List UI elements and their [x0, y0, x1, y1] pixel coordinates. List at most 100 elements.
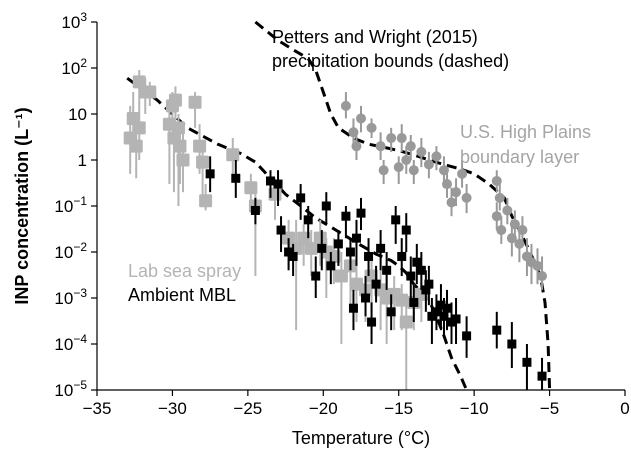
- plains-point: [393, 162, 404, 173]
- x-ticks: −35 −30 −25 −20 −15 −10 −5 0: [83, 390, 630, 418]
- ambient-point: [409, 297, 419, 307]
- plains-point: [517, 225, 528, 236]
- ambient-point: [376, 243, 386, 253]
- plains-point: [423, 159, 434, 170]
- x-tick-label: −20: [309, 399, 338, 418]
- y-tick-label: 102: [61, 56, 87, 78]
- ambient-point: [421, 285, 431, 295]
- ambient-point: [367, 317, 377, 327]
- plains-point: [506, 233, 517, 244]
- ambient-point: [265, 176, 275, 186]
- ambient-point: [412, 257, 422, 267]
- plains-point: [496, 225, 507, 236]
- plains-point: [351, 141, 362, 152]
- lab-point: [395, 293, 409, 307]
- plains-point: [514, 238, 525, 249]
- plains-point: [491, 175, 502, 186]
- ambient-point: [451, 314, 461, 324]
- plains-point: [386, 133, 397, 144]
- lab-point: [226, 148, 240, 162]
- lab-point: [297, 231, 311, 245]
- lab-point: [168, 93, 182, 107]
- ambient-point: [462, 331, 472, 341]
- ambient-point: [427, 311, 437, 321]
- plains-point: [366, 122, 377, 133]
- x-tick-label: −15: [384, 399, 413, 418]
- ambient-point: [341, 211, 351, 221]
- plains-point: [446, 197, 457, 208]
- ambient-point: [397, 251, 407, 261]
- ambient-point: [284, 247, 294, 257]
- ambient-point: [442, 303, 452, 313]
- lab-point: [304, 241, 318, 255]
- ambient-point: [317, 243, 327, 253]
- ambient-point: [333, 239, 343, 249]
- lab-point: [193, 139, 207, 153]
- plains-point: [378, 165, 389, 176]
- y-tick-label: 10−4: [54, 332, 87, 354]
- ambient-point: [386, 307, 396, 317]
- y-tick-label: 10−5: [54, 378, 87, 400]
- ambient-point: [326, 261, 336, 271]
- ambient-point: [522, 357, 532, 367]
- lab-point: [129, 139, 143, 153]
- plains-point: [509, 219, 520, 230]
- x-axis-title: Temperature (°C): [292, 428, 430, 448]
- ambient-mbl-label: Ambient MBL: [128, 285, 236, 305]
- ambient-point: [351, 233, 361, 243]
- lab-point: [199, 194, 213, 208]
- ambient-point: [296, 193, 306, 203]
- plains-point: [461, 192, 472, 203]
- plains-point: [438, 165, 449, 176]
- ambient-point: [364, 251, 374, 261]
- ambient-point: [447, 317, 457, 327]
- ambient-point: [345, 247, 355, 257]
- ambient-point: [288, 251, 298, 261]
- plains-point: [401, 155, 412, 165]
- y-tick-label: 10: [68, 105, 87, 124]
- plains-point: [431, 151, 442, 162]
- bounds-label-line1: Petters and Wright (2015): [272, 27, 478, 47]
- lab-point: [132, 121, 146, 135]
- ambient-point: [537, 371, 547, 381]
- plains-label-line2: boundary layer: [460, 147, 579, 167]
- ambient-point: [431, 307, 441, 317]
- plains-point: [457, 168, 468, 179]
- plains-point: [340, 100, 351, 111]
- lab-point: [313, 231, 327, 245]
- plains-point: [491, 211, 502, 222]
- lab-point: [196, 155, 210, 169]
- y-tick-label: 10−2: [54, 240, 87, 262]
- y-tick-label: 103: [61, 10, 87, 32]
- lab-point: [176, 153, 190, 167]
- plains-point: [375, 141, 386, 152]
- y-ticks: 10−5 10−4 10−3 10−2 10−1 1 10 102 103: [54, 10, 97, 400]
- lab-sea-spray-label: Lab sea spray: [128, 261, 241, 281]
- ambient-point: [356, 208, 366, 218]
- ambient-point: [348, 303, 358, 313]
- ambient-point: [436, 300, 446, 310]
- x-tick-label: 0: [620, 399, 629, 418]
- ambient-point: [391, 215, 401, 225]
- plains-point: [532, 260, 543, 271]
- lab-point: [334, 269, 348, 283]
- plains-point: [348, 127, 359, 138]
- ambient-point: [406, 271, 416, 281]
- x-tick-label: −35: [83, 399, 112, 418]
- ambient-point: [231, 173, 241, 183]
- ambient-point: [416, 265, 426, 275]
- plains-point: [494, 192, 505, 203]
- plains-label-line1: U.S. High Plains: [460, 122, 591, 142]
- plains-point: [441, 179, 452, 190]
- lab-point: [173, 139, 187, 153]
- plains-point: [537, 271, 548, 282]
- lab-point: [132, 75, 146, 89]
- x-tick-label: −10: [460, 399, 489, 418]
- ambient-point: [205, 169, 215, 179]
- axes: −35 −30 −25 −20 −15 −10 −5 0 10−510−410−310−210…: [54, 10, 629, 418]
- lab-point: [171, 121, 185, 135]
- lab-point: [143, 85, 157, 99]
- ambient-point: [439, 311, 449, 321]
- lab-point: [244, 181, 258, 195]
